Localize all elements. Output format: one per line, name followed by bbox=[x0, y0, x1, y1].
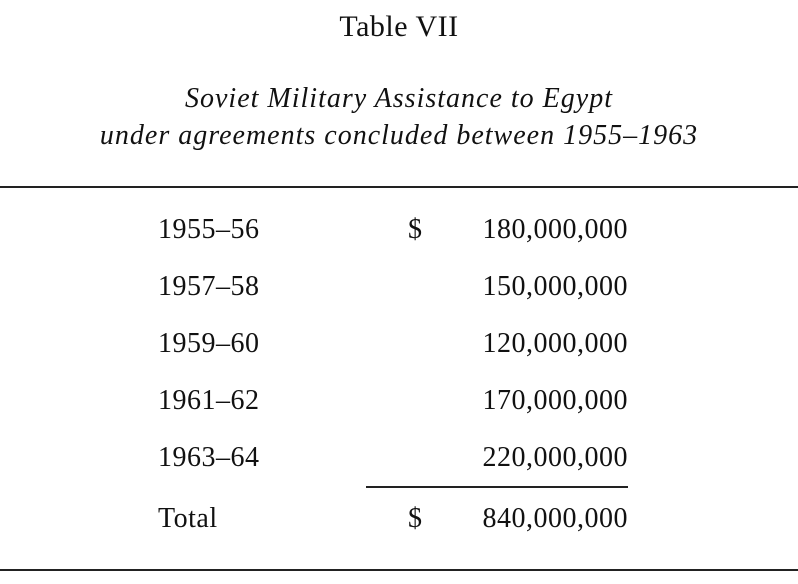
caption-line-1: Soviet Military Assistance to Egypt bbox=[185, 83, 613, 114]
total-label: Total bbox=[158, 503, 218, 534]
currency-symbol: $ bbox=[408, 214, 422, 245]
bottom-rule bbox=[0, 569, 798, 571]
period-cell: 1961–62 bbox=[158, 385, 260, 416]
table-row: 1955–56 $ 180,000,000 bbox=[0, 208, 798, 265]
amount-cell: 220,000,000 bbox=[482, 442, 628, 473]
currency-symbol: $ bbox=[408, 503, 422, 534]
table-row: 1957–58 150,000,000 bbox=[0, 265, 798, 322]
table-body: 1955–56 $ 180,000,000 1957–58 150,000,00… bbox=[0, 208, 798, 493]
table-label: Table VII bbox=[339, 10, 459, 43]
top-rule bbox=[0, 186, 798, 188]
period-cell: 1957–58 bbox=[158, 271, 260, 302]
period-cell: 1955–56 bbox=[158, 214, 260, 245]
sum-rule bbox=[366, 486, 628, 488]
amount-cell: 150,000,000 bbox=[482, 271, 628, 302]
amount-cell: 170,000,000 bbox=[482, 385, 628, 416]
table-row: 1959–60 120,000,000 bbox=[0, 322, 798, 379]
period-cell: 1963–64 bbox=[158, 442, 260, 473]
table-row: 1963–64 220,000,000 bbox=[0, 436, 798, 493]
table-caption: Soviet Military Assistance to Egypt unde… bbox=[0, 80, 798, 154]
total-amount: 840,000,000 bbox=[482, 503, 628, 534]
amount-cell: 180,000,000 bbox=[482, 214, 628, 245]
total-row: Total $ 840,000,000 bbox=[0, 497, 798, 547]
caption-line-2: under agreements concluded between 1955–… bbox=[99, 120, 699, 151]
period-cell: 1959–60 bbox=[158, 328, 260, 359]
amount-cell: 120,000,000 bbox=[482, 328, 628, 359]
table-row: 1961–62 170,000,000 bbox=[0, 379, 798, 436]
